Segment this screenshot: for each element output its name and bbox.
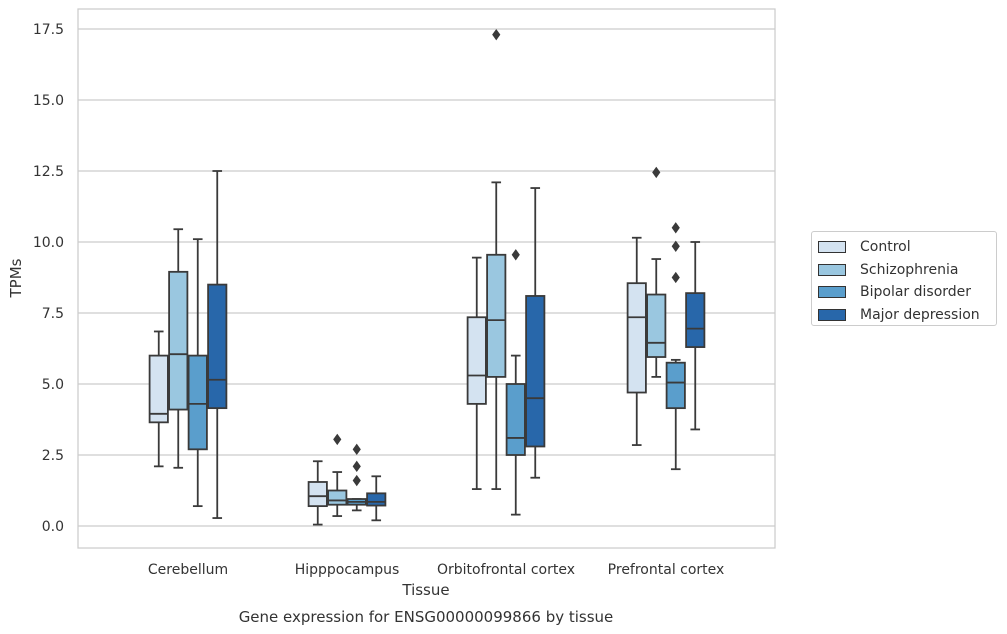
x-tick-label: Orbitofrontal cortex <box>437 562 575 578</box>
series-control <box>148 236 647 526</box>
legend: Control Schizophrenia Bipolar disorder Majo… <box>811 231 997 326</box>
box <box>486 28 507 490</box>
chart-title: Gene expression for ENSG00000099866 by t… <box>239 608 614 626</box>
box-body <box>685 292 706 348</box>
box <box>646 166 667 378</box>
legend-label: Major depression <box>860 307 980 324</box>
box <box>168 228 189 469</box>
box <box>307 460 328 526</box>
y-tick-label: 10.0 <box>33 235 64 251</box>
outlier-point <box>671 271 680 284</box>
y-axis-label: TPMs <box>7 258 25 298</box>
outlier-point <box>492 28 501 41</box>
box-body <box>626 282 647 394</box>
legend-label: Control <box>860 239 911 256</box>
box-body <box>307 481 328 508</box>
legend-swatch <box>818 286 846 299</box>
box-body <box>327 489 348 506</box>
outlier-point <box>352 443 361 456</box>
box <box>525 187 546 479</box>
box <box>665 222 686 471</box>
x-axis-label: Tissue <box>401 581 449 599</box>
y-tick-label: 7.5 <box>42 306 64 322</box>
box <box>366 475 387 522</box>
y-tick-label: 0.0 <box>42 519 64 535</box>
x-tick-label: Hipppocampus <box>295 562 400 578</box>
box <box>187 238 208 508</box>
plot-area-frame <box>77 8 776 549</box>
y-tick-label: 5.0 <box>42 377 64 393</box>
outlier-point <box>352 474 361 487</box>
outlier-point <box>352 460 361 473</box>
x-tick-label: Cerebellum <box>148 562 228 578</box>
box-body <box>187 354 208 451</box>
box-body <box>505 383 526 456</box>
outlier-point <box>333 433 342 446</box>
box-body <box>486 253 507 378</box>
box-body <box>665 361 686 410</box>
y-axis-ticks: 0.0 2.5 5.0 7.5 10.0 12.5 15.0 17.5 <box>33 22 64 535</box>
legend-swatch <box>818 309 846 322</box>
legend-item: Major depression <box>818 304 996 327</box>
x-axis-ticks: Cerebellum Hipppocampus Orbitofrontal cort… <box>148 562 724 578</box>
box <box>466 256 487 490</box>
outlier-point <box>671 240 680 252</box>
box <box>685 241 706 431</box>
outlier-point <box>652 166 661 179</box>
series-bipolar-disorder <box>187 222 686 516</box>
box <box>148 330 169 468</box>
legend-item: Bipolar disorder <box>818 281 996 304</box>
box <box>207 170 228 519</box>
legend-item: Schizophrenia <box>818 259 996 282</box>
legend-label: Schizophrenia <box>860 261 959 278</box>
box-body <box>168 270 189 411</box>
y-tick-label: 17.5 <box>33 22 64 38</box>
box-series <box>148 28 706 526</box>
box <box>626 236 647 446</box>
box-body <box>148 354 169 424</box>
y-tick-label: 2.5 <box>42 448 64 464</box>
box <box>346 443 367 512</box>
outlier-point <box>671 222 680 234</box>
box-body <box>525 295 546 448</box>
x-tick-label: Prefrontal cortex <box>608 562 725 578</box>
y-tick-label: 12.5 <box>33 164 64 180</box>
legend-label: Bipolar disorder <box>860 284 972 301</box>
legend-item: Control <box>818 236 996 259</box>
box <box>505 249 526 516</box>
box-body <box>366 492 387 507</box>
box <box>327 433 348 517</box>
y-tick-label: 15.0 <box>33 93 64 109</box>
legend-swatch <box>818 263 846 276</box>
box-body <box>466 316 487 405</box>
series-major-depression <box>207 170 706 522</box>
legend-swatch <box>818 241 846 254</box>
outlier-point <box>511 249 520 261</box>
box-body <box>646 293 667 358</box>
box-body <box>207 283 228 410</box>
series-schizophrenia <box>168 28 667 517</box>
